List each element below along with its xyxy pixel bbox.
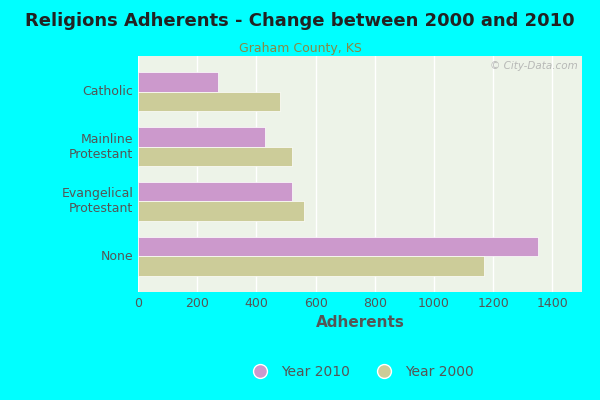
Bar <box>138 202 304 221</box>
Bar <box>138 237 538 256</box>
Bar <box>138 256 484 276</box>
Text: Religions Adherents - Change between 2000 and 2010: Religions Adherents - Change between 200… <box>25 12 575 30</box>
Bar <box>138 146 292 166</box>
X-axis label: Adherents: Adherents <box>316 316 404 330</box>
Bar <box>138 72 218 92</box>
Text: Graham County, KS: Graham County, KS <box>239 42 361 55</box>
Bar <box>138 92 280 111</box>
Bar <box>138 127 265 146</box>
Legend: Year 2010, Year 2000: Year 2010, Year 2000 <box>241 359 479 384</box>
Text: © City-Data.com: © City-Data.com <box>490 61 578 71</box>
Bar <box>138 182 292 202</box>
